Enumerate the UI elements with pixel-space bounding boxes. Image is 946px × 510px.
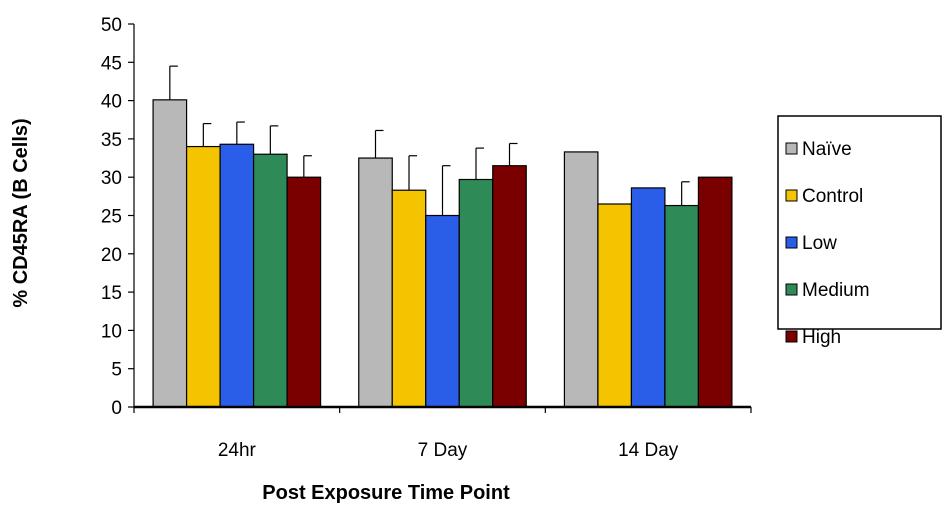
bar-high-2 [697,176,733,408]
bar-low-0 [219,143,255,408]
y-tick-label: 15 [101,283,122,304]
bar-medium-2 [664,204,700,408]
bar-control-1 [391,189,427,408]
legend-swatch-control [785,189,798,202]
y-tick-label: 20 [101,245,122,266]
legend-label-nave: Naïve [802,139,852,160]
bar-medium-1 [458,178,494,408]
y-tick-label: 35 [101,130,122,151]
y-tick-label: 50 [101,15,122,36]
bar-medium-0 [252,153,288,408]
bars-layer [152,99,733,408]
x-tick-label: 14 Day [618,440,679,461]
y-tick-label: 30 [101,168,122,189]
y-tick-label: 40 [101,92,122,113]
bar-low-1 [425,214,460,408]
error-bars-layer [169,65,690,216]
axes-layer: 0 5 10 15 20 25 30 35 40 45 50 24hr 7 Day 14 Day [101,15,752,461]
y-tick-label: 5 [111,360,122,381]
legend-label-low: Low [802,233,837,254]
y-tick-label: 25 [101,207,122,228]
legend-box [777,115,942,330]
bar-nave-2 [563,151,599,408]
x-axis-title: Post Exposure Time Point [262,482,510,504]
y-axis-title: % CD45RA (B Cells) [10,118,32,307]
legend: Naïve Control Low Medium High [777,115,942,348]
legend-label-medium: Medium [802,280,870,301]
bar-nave-1 [358,157,393,408]
legend-swatch-high [785,330,798,343]
legend-swatch-low [785,236,798,249]
bar-low-2 [630,187,666,408]
y-tick-label: 45 [101,53,122,74]
legend-items: Naïve Control Low Medium High [785,139,870,348]
bar-control-0 [185,145,221,408]
legend-label-high: High [802,327,841,348]
legend-swatch-medium [785,283,798,296]
bar-nave-0 [152,99,188,408]
y-tick-label: 10 [101,321,122,342]
x-tick-label: 24hr [218,440,257,461]
legend-swatch-nave [785,142,798,155]
x-tick-label: 7 Day [418,440,468,461]
bar-high-1 [492,165,527,408]
bar-control-2 [597,203,633,408]
legend-label-control: Control [802,186,863,207]
bar-high-0 [286,176,322,408]
y-tick-label: 0 [111,398,122,419]
